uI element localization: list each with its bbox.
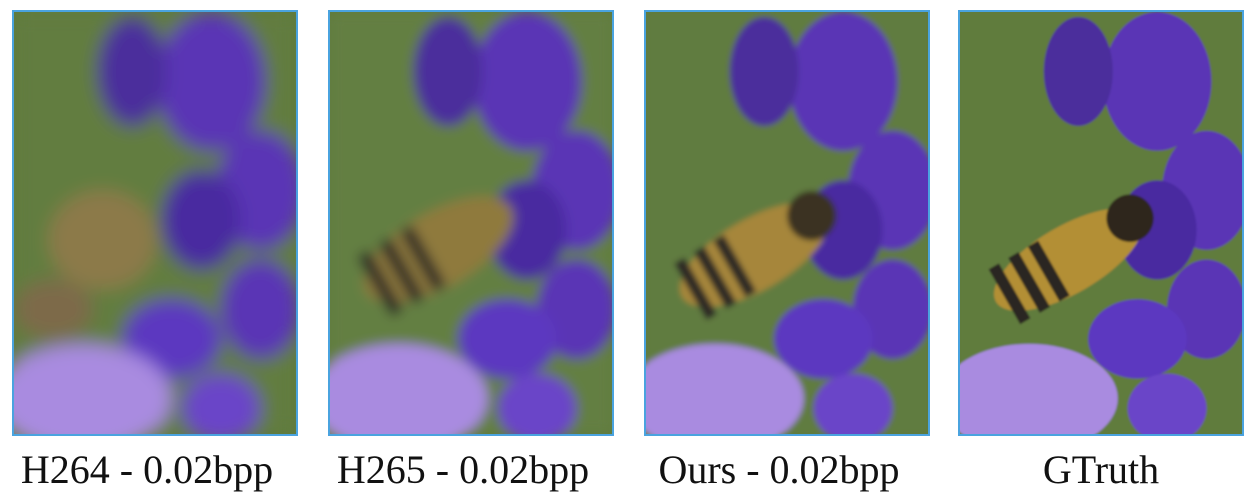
image-panel-gtruth bbox=[958, 10, 1244, 436]
image-panel-h264 bbox=[12, 10, 298, 436]
bee-on-lavender-image-h264 bbox=[14, 12, 296, 434]
bee-on-lavender-image-ours bbox=[646, 12, 928, 434]
image-panel-ours bbox=[644, 10, 930, 436]
caption-h264: H264 - 0.02bpp bbox=[20, 447, 274, 492]
caption-gtruth: GTruth bbox=[1042, 447, 1160, 492]
bee-on-lavender-image-gtruth bbox=[960, 12, 1242, 434]
image-panel-h265 bbox=[328, 10, 614, 436]
caption-h265: H265 - 0.02bpp bbox=[336, 447, 590, 492]
bee-on-lavender-image-h265 bbox=[330, 12, 612, 434]
caption-ours: Ours - 0.02bpp bbox=[658, 447, 900, 492]
